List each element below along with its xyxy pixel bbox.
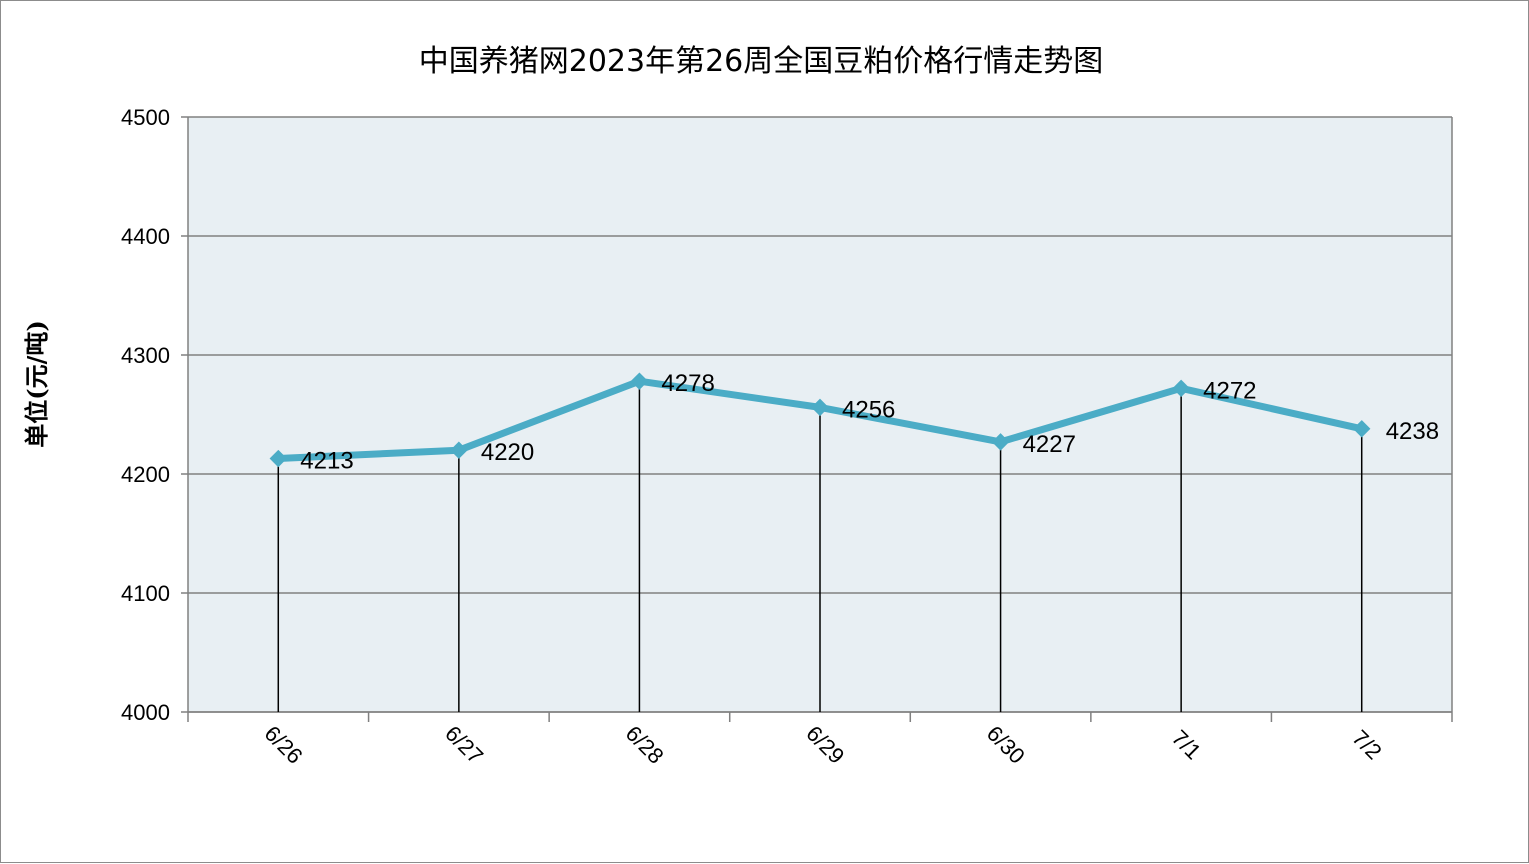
x-tick-label-6/26: 6/26 [260,721,308,769]
data-point-6/27 [450,441,468,459]
x-tick-label-6/30: 6/30 [982,721,1030,769]
data-markers [269,372,1371,468]
x-tick-label-6/29: 6/29 [801,721,849,769]
y-axis-label: 单位(元/吨) [22,320,51,447]
data-point-6/29 [811,398,829,417]
y-tick-label-4200: 4200 [121,462,170,487]
x-tick-label-6/28: 6/28 [621,721,669,769]
x-tick-label-7/1: 7/1 [1167,725,1206,764]
y-tick-label-4400: 4400 [121,224,170,249]
data-label-7/1: 4272 [1203,377,1256,404]
data-label-6/30: 4227 [1023,431,1076,458]
data-point-6/30 [991,433,1010,451]
data-point-7/2 [1353,420,1371,438]
y-tick-label-4100: 4100 [121,581,170,606]
data-point-6/28 [630,372,649,390]
data-labels: 4213 4220 4278 4256 4227 4272 4238 [300,370,1439,474]
data-label-6/28: 4278 [661,370,714,397]
data-label-6/29: 4256 [842,396,895,423]
data-label-6/27: 4220 [481,439,534,466]
data-point-6/26 [269,449,287,468]
data-point-7/1 [1172,379,1190,398]
y-tick-label-4000: 4000 [121,700,170,725]
chart-title: 中国养猪网2023年第26周全国豆粕价格行情走势图 [419,44,1104,79]
data-label-6/26: 4213 [300,448,353,475]
drop-lines [277,381,1363,712]
x-tick-labels: 6/26 6/27 6/28 6/29 6/30 7/1 7/2 [260,721,1387,769]
y-tick-labels: 4000 4100 4200 4300 4400 4500 [121,105,170,725]
data-label-7/2: 4238 [1386,418,1439,445]
x-tick-label-7/2: 7/2 [1347,725,1386,764]
x-tick-label-6/27: 6/27 [440,721,488,769]
y-tick-label-4300: 4300 [121,343,170,368]
y-tick-label-4500: 4500 [121,105,170,130]
